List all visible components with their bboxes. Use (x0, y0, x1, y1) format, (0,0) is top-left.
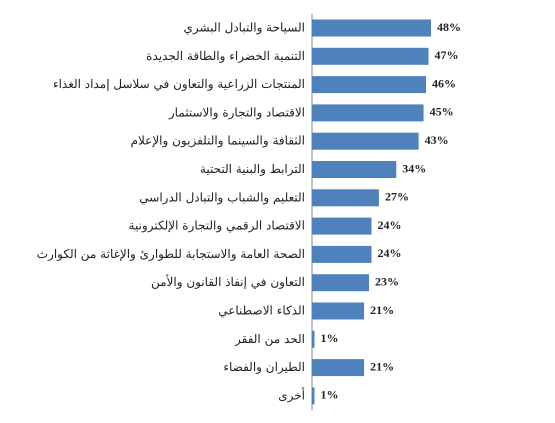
bar (312, 47, 429, 65)
bar (312, 161, 397, 178)
value-label: 24% (378, 218, 402, 232)
category-label: الترابط والبنية التحتية (200, 162, 305, 176)
category-label: التعاون في إنفاذ القانون والأمن (151, 274, 305, 290)
value-label: 23% (375, 274, 399, 288)
value-label: 24% (378, 246, 402, 260)
value-label: 47% (435, 48, 459, 62)
category-label: المنتجات الزراعية والتعاون في سلاسل إمدا… (53, 77, 305, 92)
category-label: الصحة العامة والاستجابة للطوارئ والإغاثة… (37, 247, 305, 262)
value-label: 46% (432, 76, 456, 90)
value-label: 45% (430, 105, 454, 119)
value-label: 48% (437, 20, 461, 34)
value-label: 1% (320, 331, 338, 345)
bar (312, 330, 315, 348)
value-label: 43% (425, 133, 449, 147)
bar (312, 302, 365, 320)
bar (312, 76, 427, 94)
bar (312, 245, 372, 263)
value-label: 27% (385, 190, 409, 204)
bar (312, 19, 431, 37)
category-label: أخرى (278, 387, 305, 402)
bar (312, 274, 370, 292)
value-label: 21% (370, 359, 394, 373)
category-label: السياحة والتبادل البشري (183, 21, 305, 35)
category-label: الطيران والفضاء (223, 360, 305, 374)
category-label: الذكاء الاصطناعي (218, 304, 305, 318)
value-label: 21% (370, 303, 394, 317)
bar (312, 387, 315, 405)
value-label: 1% (320, 388, 338, 402)
category-label: التعليم والشباب والتبادل الدراسي (139, 190, 305, 204)
category-label: الثقافة والسينما والتلفزيون والإعلام (131, 134, 305, 149)
bar (312, 217, 372, 235)
category-label: الاقتصاد الرقمي والتجارة الإلكترونية (129, 219, 305, 234)
bar (312, 104, 424, 122)
category-label: الاقتصاد والتجارة والاستثمار (168, 105, 305, 119)
bar (312, 189, 379, 207)
value-label: 34% (402, 161, 426, 175)
bar (312, 132, 419, 150)
category-label: التنمية الخضراء والطاقة الجديدة (146, 49, 305, 63)
bar (312, 359, 365, 377)
category-label: الحد من الفقر (234, 332, 305, 346)
